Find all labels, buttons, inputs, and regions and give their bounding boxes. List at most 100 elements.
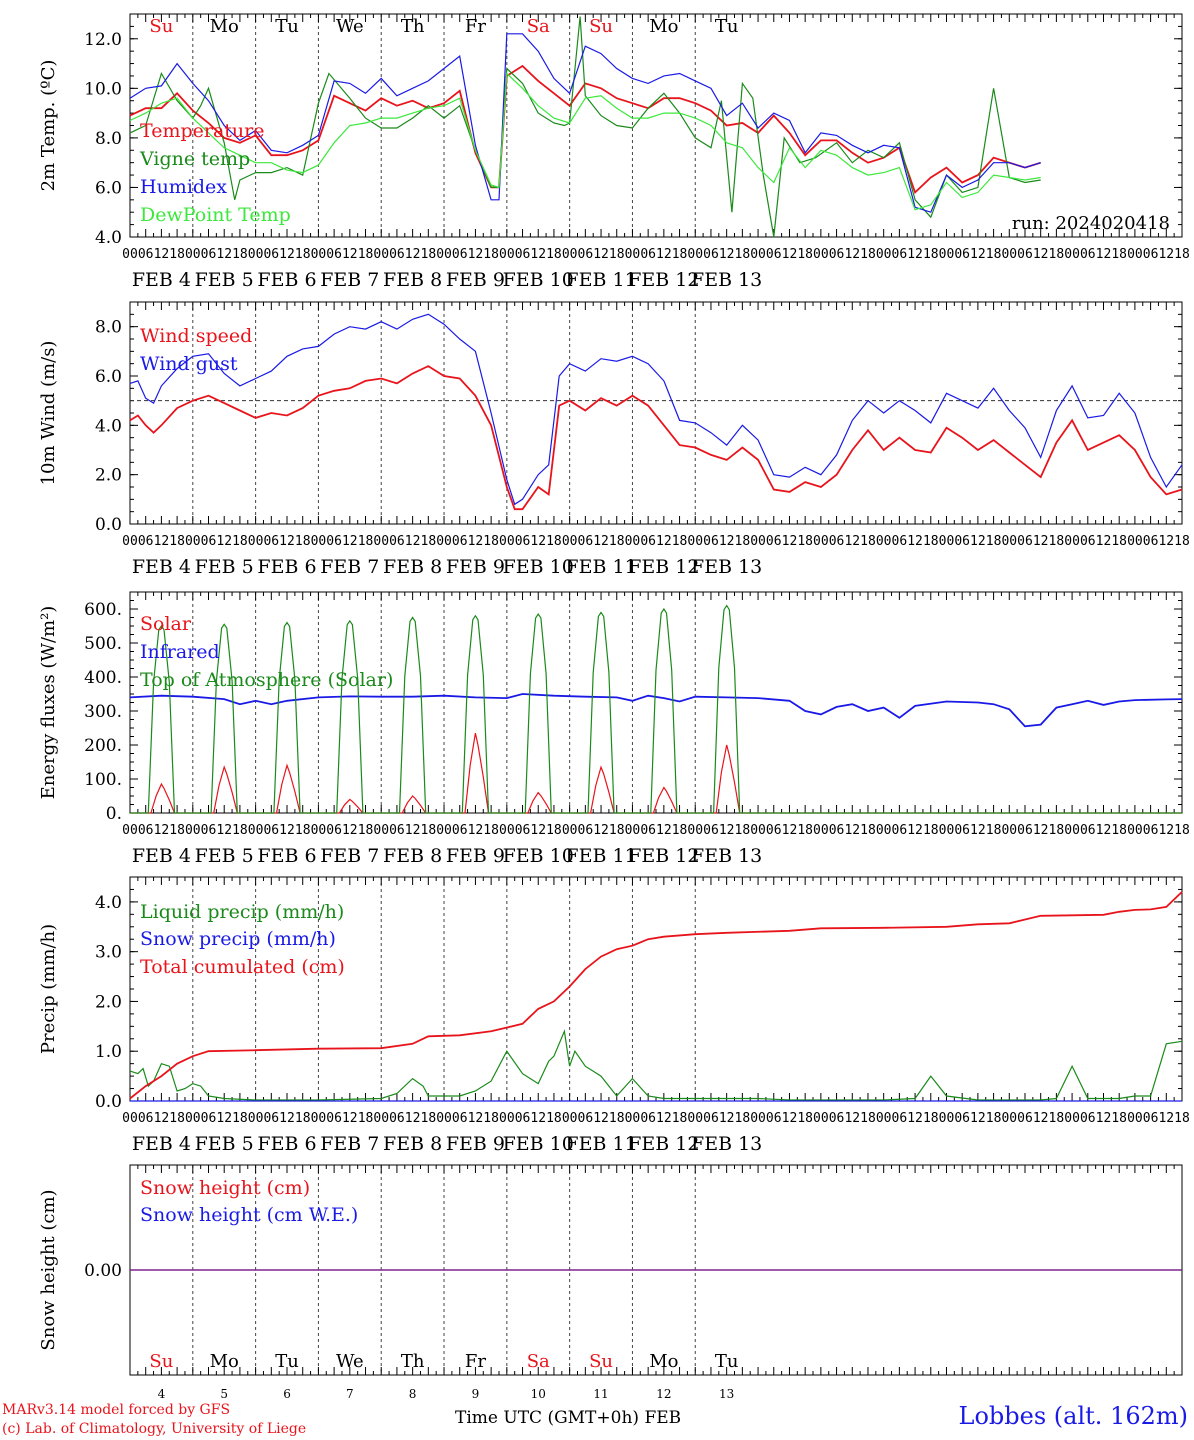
hour-tick-label: 18 — [986, 823, 1002, 838]
hour-tick-label: 06 — [263, 823, 279, 838]
hour-tick-label: 00 — [373, 534, 389, 549]
legend-entry: Liquid precip (mm/h) — [140, 901, 344, 923]
y-tick-label: 6.0 — [95, 178, 122, 198]
hour-tick-label: 00 — [939, 534, 955, 549]
hour-tick-label: 06 — [389, 247, 405, 262]
hour-tick-label: 12 — [970, 1111, 986, 1126]
y-tick-label: 4.0 — [95, 893, 122, 913]
day-number-label: 13 — [719, 1387, 734, 1401]
hour-tick-label: 12 — [782, 1111, 798, 1126]
hour-tick-label: 00 — [373, 1111, 389, 1126]
hour-tick-label: 00 — [436, 534, 452, 549]
hour-tick-label: 18 — [232, 1111, 248, 1126]
hour-tick-label: 06 — [263, 534, 279, 549]
hour-tick-label: 18 — [169, 534, 185, 549]
hour-tick-label: 18 — [546, 534, 562, 549]
hour-tick-label: 18 — [797, 247, 813, 262]
date-label: FEB 13 — [691, 556, 762, 578]
hour-tick-label: 18 — [923, 823, 939, 838]
legend-entry: Snow precip (mm/h) — [140, 928, 336, 950]
hour-tick-label: 12 — [216, 1111, 232, 1126]
hour-tick-label: 18 — [421, 247, 437, 262]
hour-tick-label: 06 — [578, 247, 594, 262]
hour-tick-label: 00 — [876, 1111, 892, 1126]
hour-tick-label: 06 — [138, 1111, 154, 1126]
y-tick-label: 8.0 — [95, 129, 122, 149]
y-tick-label: 2.0 — [95, 466, 122, 486]
hour-tick-label: 00 — [311, 1111, 327, 1126]
hour-tick-label: 18 — [546, 1111, 562, 1126]
hour-tick-label: 00 — [122, 247, 138, 262]
hour-tick-label: 00 — [813, 247, 829, 262]
hour-tick-label: 06 — [138, 247, 154, 262]
hour-tick-label: 12 — [530, 247, 546, 262]
legend-entry: Wind speed — [140, 325, 252, 347]
date-label: FEB 10 — [503, 556, 574, 578]
hour-tick-label: 06 — [766, 823, 782, 838]
hour-tick-label: 06 — [578, 823, 594, 838]
hour-tick-label: 00 — [436, 1111, 452, 1126]
hour-tick-label: 06 — [138, 823, 154, 838]
legend-entry: Snow height (cm) — [140, 1177, 310, 1199]
panel-3: 0. 100. 200. 300. 400. 500. 600. Energy fluxes … — [38, 591, 1190, 867]
hour-tick-label: 12 — [719, 1111, 735, 1126]
hour-tick-label: 00 — [1001, 534, 1017, 549]
hour-tick-label: 18 — [860, 534, 876, 549]
hour-tick-label: 12 — [656, 1111, 672, 1126]
hour-tick-label: 12 — [970, 534, 986, 549]
hour-tick-label: 06 — [766, 534, 782, 549]
hour-tick-label: 00 — [248, 534, 264, 549]
hour-tick-label: 06 — [703, 247, 719, 262]
hour-tick-label: 12 — [279, 823, 295, 838]
hour-tick-label: 18 — [986, 247, 1002, 262]
hour-tick-label: 12 — [656, 823, 672, 838]
hour-tick-label: 00 — [1064, 247, 1080, 262]
hour-tick-label: 18 — [169, 247, 185, 262]
hour-tick-label: 12 — [216, 534, 232, 549]
day-of-week-label: Su — [589, 16, 613, 37]
day-number-label: 4 — [158, 1387, 166, 1401]
hour-tick-label: 06 — [1143, 247, 1159, 262]
day-of-week-label: We — [336, 1351, 364, 1372]
hour-tick-label: 12 — [468, 534, 484, 549]
y-axis-label: Precip (mm/h) — [38, 924, 59, 1054]
x-axis-label: Time UTC (GMT+0h) FEB — [455, 1408, 682, 1428]
hour-tick-label: 12 — [782, 247, 798, 262]
hour-tick-label: 00 — [436, 247, 452, 262]
hour-tick-label: 00 — [311, 534, 327, 549]
hour-tick-label: 18 — [609, 534, 625, 549]
hour-tick-label: 12 — [844, 534, 860, 549]
y-tick-label: 4.0 — [95, 416, 122, 436]
hour-tick-label: 00 — [813, 1111, 829, 1126]
day-number-label: 8 — [409, 1387, 417, 1401]
hour-tick-label: 06 — [1143, 823, 1159, 838]
day-of-week-label: Fr — [465, 1351, 486, 1372]
hour-tick-label: 18 — [609, 823, 625, 838]
date-label: FEB 5 — [195, 1133, 254, 1155]
hour-tick-label: 12 — [342, 1111, 358, 1126]
date-label: FEB 12 — [628, 845, 699, 867]
hour-tick-label: 00 — [1064, 1111, 1080, 1126]
hour-tick-label: 12 — [1158, 823, 1174, 838]
hour-tick-label: 00 — [939, 247, 955, 262]
hour-tick-label: 12 — [342, 823, 358, 838]
hour-tick-label: 18 — [421, 534, 437, 549]
hour-tick-label: 12 — [468, 823, 484, 838]
hour-tick-label: 06 — [892, 823, 908, 838]
date-label: FEB 5 — [195, 269, 254, 291]
hour-tick-label: 06 — [515, 1111, 531, 1126]
date-label: FEB 7 — [320, 1133, 379, 1155]
series-line-dewpoint-temp — [129, 72, 1041, 211]
hour-tick-label: 00 — [311, 247, 327, 262]
hour-tick-label: 00 — [1001, 823, 1017, 838]
hour-tick-label: 12 — [593, 1111, 609, 1126]
date-label: FEB 6 — [257, 845, 316, 867]
hour-tick-label: 18 — [295, 1111, 311, 1126]
hour-tick-label: 00 — [813, 534, 829, 549]
hour-tick-label: 12 — [530, 1111, 546, 1126]
hour-tick-label: 06 — [954, 247, 970, 262]
hour-tick-label: 00 — [436, 823, 452, 838]
hour-tick-label: 00 — [750, 1111, 766, 1126]
hour-tick-label: 00 — [499, 247, 515, 262]
hour-tick-label: 06 — [452, 534, 468, 549]
